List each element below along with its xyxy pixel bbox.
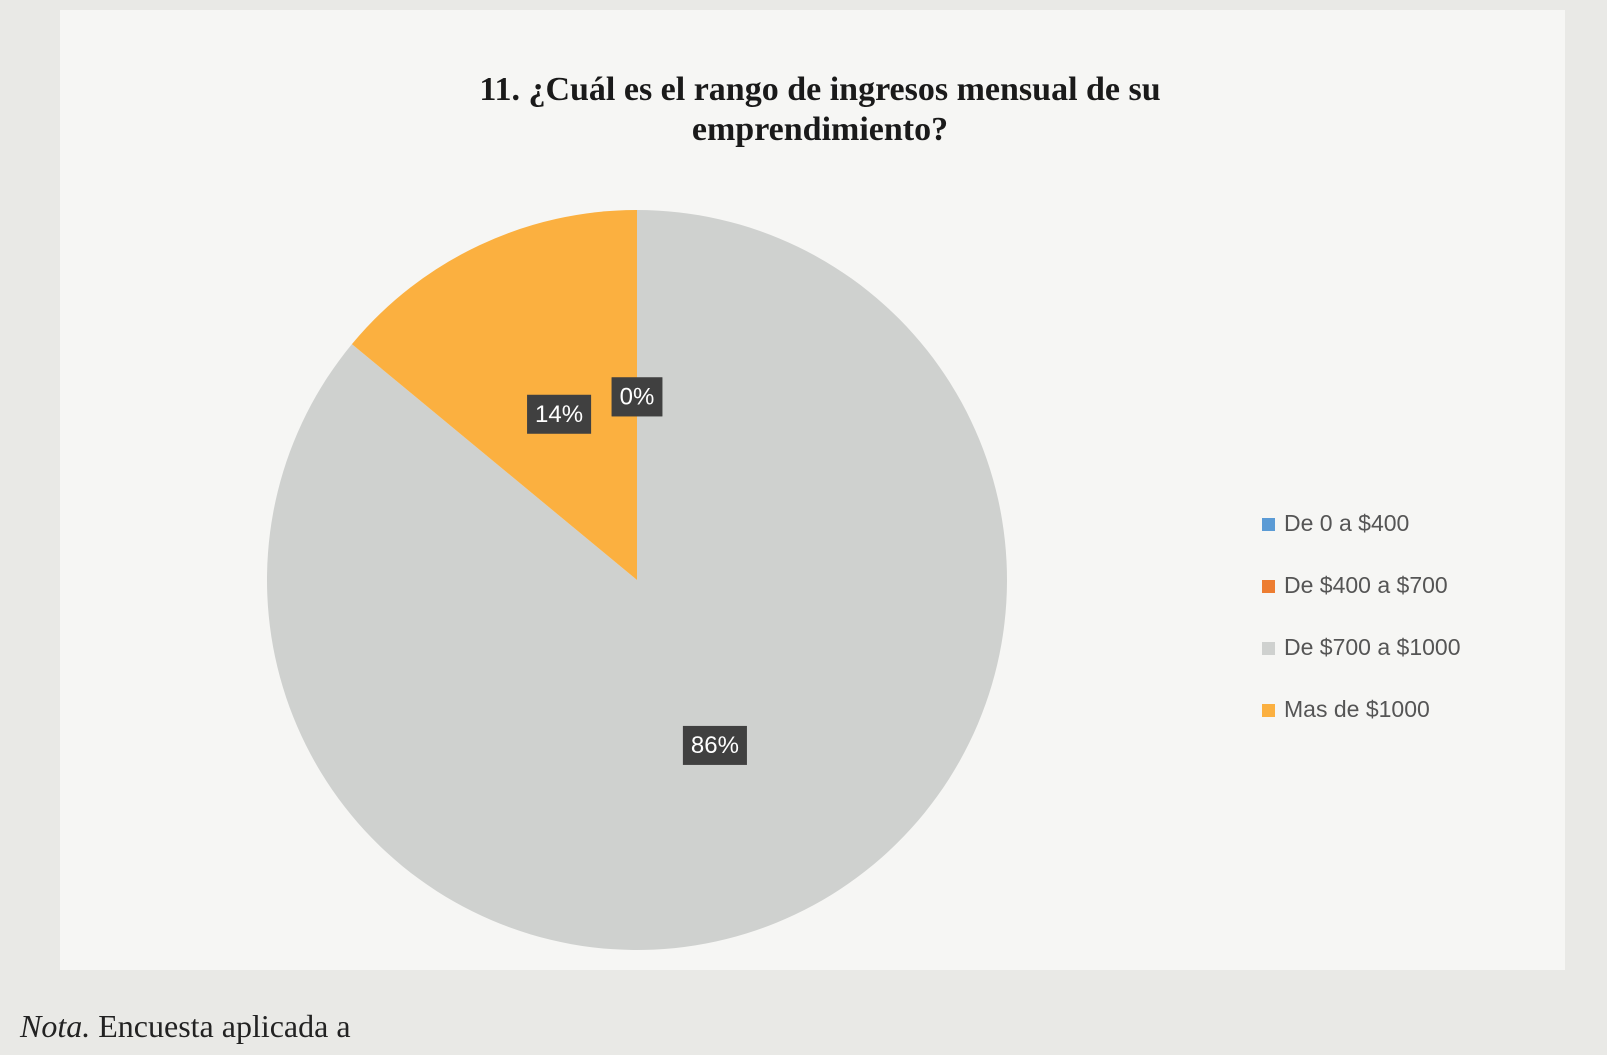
chart-title: 11. ¿Cuál es el rango de ingresos mensua… [479, 71, 1161, 148]
note-text: Encuesta aplicada a [98, 1008, 351, 1044]
legend-label: De $700 a $1000 [1284, 634, 1461, 660]
data-label: 0% [620, 383, 655, 410]
legend-label: De 0 a $400 [1284, 510, 1409, 536]
data-label-box [611, 377, 663, 417]
data-label-box [682, 725, 747, 765]
legend-swatch [1262, 580, 1275, 593]
pie-slice [351, 210, 637, 580]
data-label: 86% [691, 732, 739, 759]
note: Nota. Encuesta aplicada a [20, 1008, 351, 1045]
pie-slice [267, 210, 1008, 950]
note-label: Nota. [20, 1008, 91, 1044]
legend-label: De $400 a $700 [1284, 572, 1448, 598]
data-label: 14% [535, 401, 583, 428]
legend-swatch [1262, 642, 1275, 655]
legend-swatch [1262, 518, 1275, 531]
legend-label: Mas de $1000 [1284, 696, 1430, 722]
data-label-box [527, 394, 592, 434]
legend-swatch [1262, 704, 1275, 717]
